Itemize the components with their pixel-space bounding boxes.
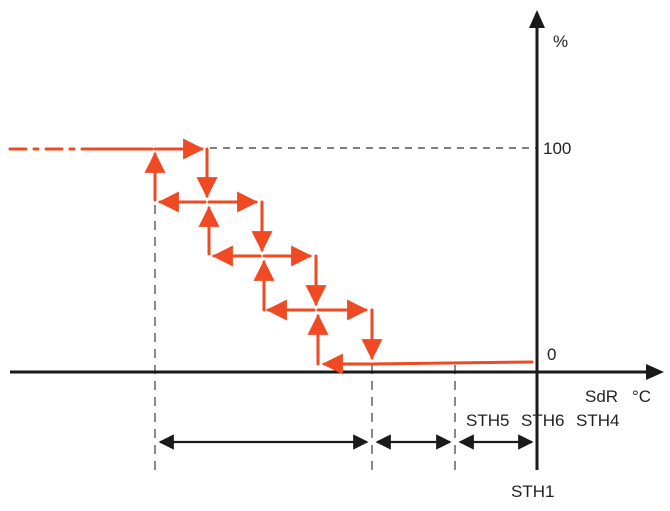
sth6-label: STH6 — [521, 411, 564, 430]
sth5-label: STH5 — [466, 411, 509, 430]
hysteresis-curve — [8, 138, 534, 375]
curve-bottom-segment — [370, 360, 534, 366]
x-unit-sdr-label: SdR — [585, 387, 618, 406]
y-zero-label: 0 — [547, 345, 556, 364]
sth1-label: STH1 — [511, 482, 554, 501]
y-unit-label: % — [553, 32, 568, 51]
x-unit-celsius-label: °C — [632, 387, 651, 406]
axes — [10, 10, 664, 470]
reference-lines — [154, 147, 536, 472]
sth4-label: STH4 — [576, 411, 619, 430]
y-max-label: 100 — [543, 139, 571, 158]
y-axis-arrow-icon — [529, 10, 545, 28]
x-axis-arrow-icon — [646, 364, 664, 380]
